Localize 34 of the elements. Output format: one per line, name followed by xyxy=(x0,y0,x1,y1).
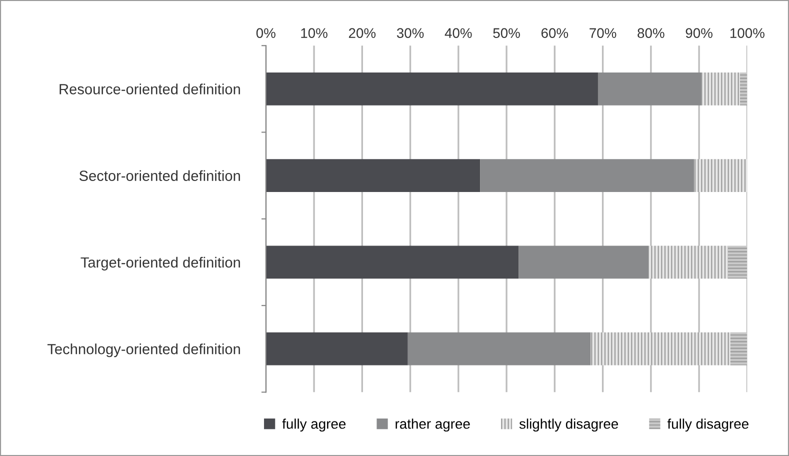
x-tick-label: 40% xyxy=(444,28,472,38)
bar xyxy=(408,332,591,366)
x-tick-label: 100% xyxy=(730,28,764,38)
bar xyxy=(590,332,730,366)
x-tick-label: 60% xyxy=(541,28,568,38)
bar xyxy=(518,246,649,279)
x-tick-label: 30% xyxy=(396,28,424,38)
x-tick-label: 20% xyxy=(348,28,376,38)
bar xyxy=(266,246,519,279)
bar xyxy=(598,72,702,106)
x-tick-label: 10% xyxy=(301,28,328,38)
y-tick-label: Target-oriented definition xyxy=(80,256,240,271)
x-tick-label: 0% xyxy=(256,28,276,38)
x-tick-label: 70% xyxy=(590,28,616,38)
bar xyxy=(730,332,748,366)
y-tick-label: Resource-oriented definition xyxy=(60,84,240,94)
x-tick-label: 50% xyxy=(493,28,520,38)
legend-label: fully disagree xyxy=(667,418,748,432)
bar xyxy=(728,246,748,279)
legend-label: rather agree xyxy=(396,418,470,432)
legend-label: slightly disagree xyxy=(519,418,618,432)
x-tick-label: 80% xyxy=(638,28,664,38)
bar xyxy=(694,159,748,192)
legend-label: fully agree xyxy=(282,418,346,432)
bar xyxy=(266,332,408,366)
bar xyxy=(266,159,480,192)
y-tick-label: Technology-oriented definition xyxy=(47,344,240,358)
bar xyxy=(648,246,728,279)
bar xyxy=(480,159,694,192)
bar xyxy=(266,72,598,106)
y-tick-label: Sector-oriented definition xyxy=(79,170,240,181)
x-tick-label: 90% xyxy=(686,28,712,38)
bar xyxy=(740,72,748,106)
bar xyxy=(701,72,740,106)
